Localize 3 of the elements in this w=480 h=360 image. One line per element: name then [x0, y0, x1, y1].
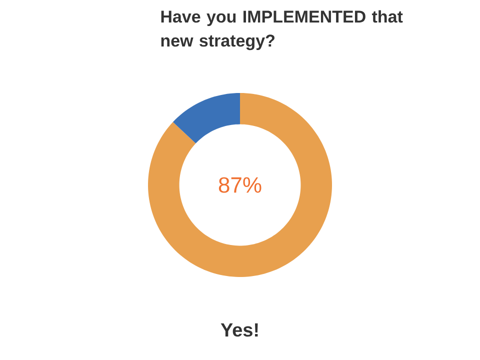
data-label: 87%: [218, 177, 262, 193]
text: Yes!: [220, 323, 258, 337]
chart-title: Have you IMPLEMENTED that new strategy?: [161, 10, 403, 50]
